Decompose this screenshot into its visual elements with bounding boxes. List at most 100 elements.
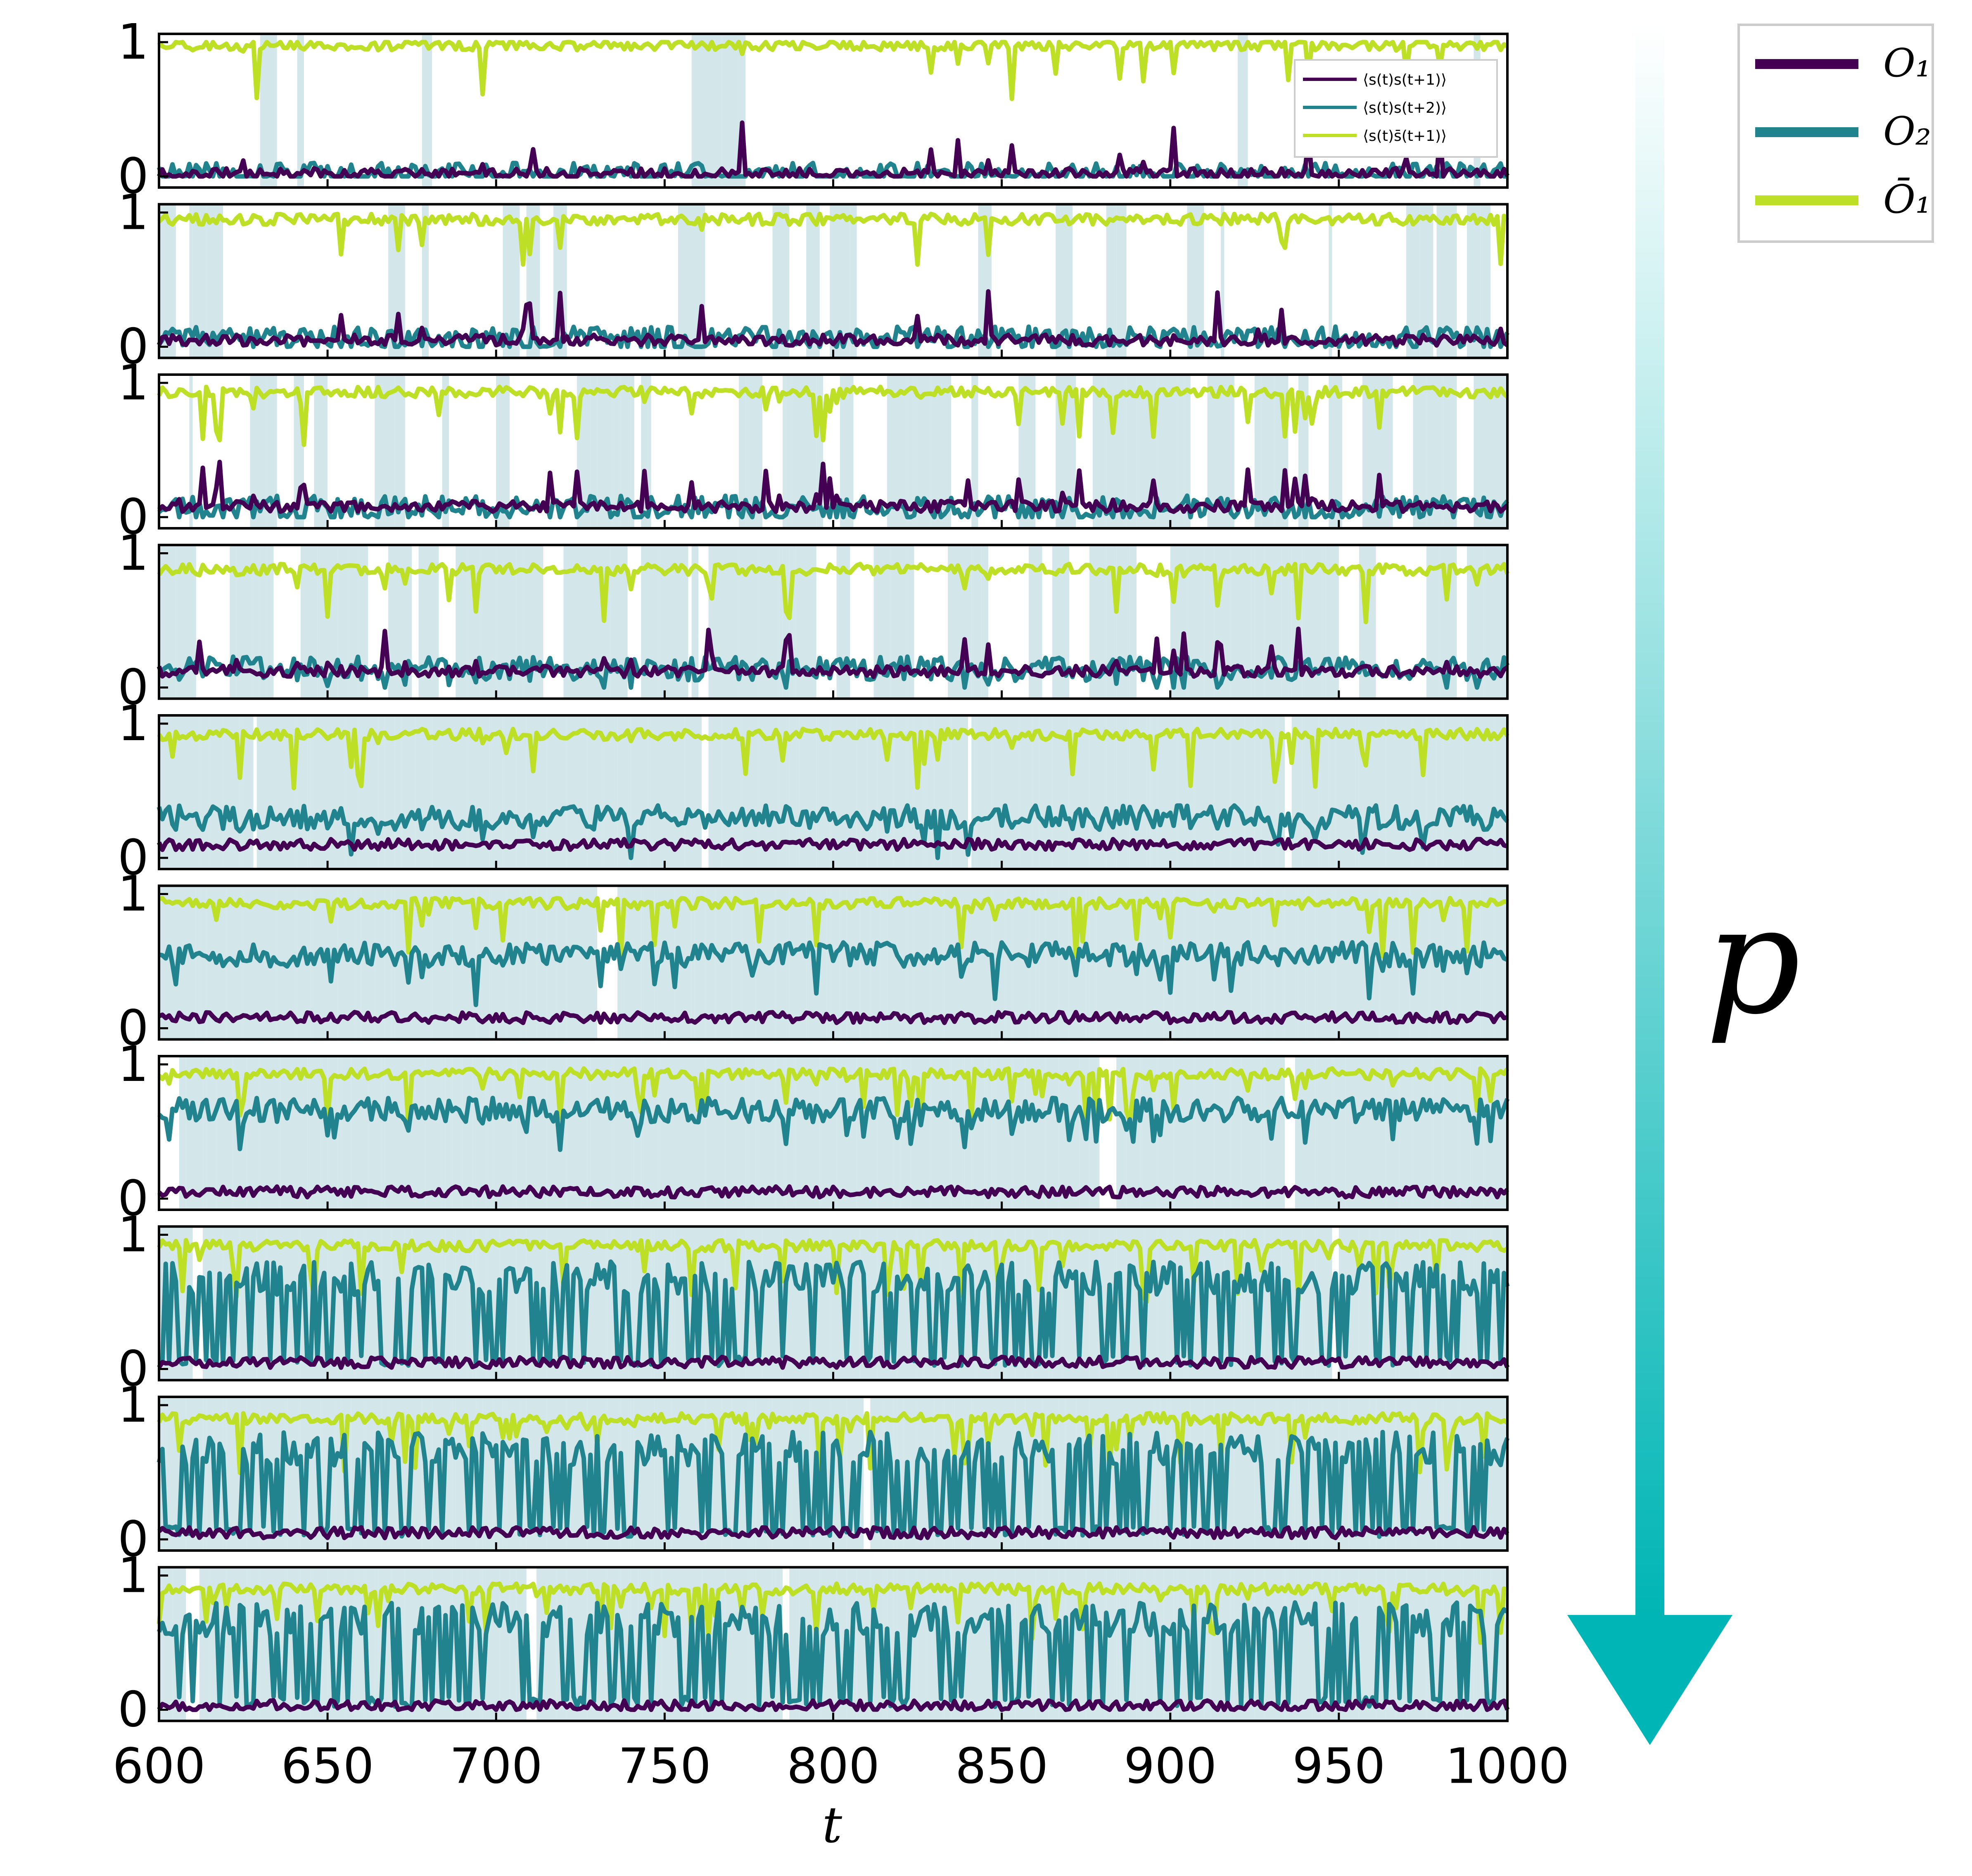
- shade-band: [1204, 545, 1208, 699]
- series-o1-line: [157, 1184, 1509, 1200]
- x-tick-label: 600: [112, 1738, 205, 1795]
- shade-band: [1096, 886, 1103, 1040]
- shade-band: [452, 1056, 463, 1210]
- shade-band: [368, 1056, 382, 1210]
- y-tick-label: 0: [118, 1000, 149, 1057]
- shade-band: [351, 1056, 368, 1210]
- shade-band: [1352, 1056, 1373, 1210]
- shade-band: [159, 1397, 163, 1551]
- shade-band: [1231, 1056, 1241, 1210]
- shade-band: [503, 1397, 506, 1551]
- shade-band: [307, 1056, 321, 1210]
- shade-band: [260, 1056, 280, 1210]
- panel-6: 01: [118, 865, 1509, 1057]
- shade-band: [1032, 715, 1039, 869]
- shade-band: [1433, 1056, 1443, 1210]
- p-arrow: p: [1567, 25, 1801, 1745]
- shade-band: [1504, 886, 1507, 1040]
- shade-band: [432, 886, 439, 1040]
- shade-band: [375, 1567, 378, 1721]
- y-tick-label: 0: [118, 1681, 149, 1738]
- shade-band: [452, 886, 459, 1040]
- shade-band: [513, 1056, 517, 1210]
- series-o1-line: [157, 837, 1508, 852]
- shade-band: [593, 1226, 607, 1380]
- shade-band: [260, 34, 277, 188]
- series-o1-line: [157, 1525, 1509, 1541]
- series-o1-line: [157, 1698, 1510, 1712]
- shade-band: [1059, 1397, 1066, 1551]
- series-o1bar-line: [158, 895, 1508, 959]
- x-tick-label: 800: [787, 1738, 880, 1795]
- shade-band: [429, 715, 432, 869]
- shade-band: [850, 204, 857, 358]
- shade-band: [749, 1567, 752, 1721]
- shade-band: [1143, 1567, 1153, 1721]
- shade-band: [678, 715, 685, 869]
- shade-band: [1194, 1056, 1214, 1210]
- shade-band: [1089, 886, 1096, 1040]
- series-o1-line: [157, 627, 1509, 679]
- inner-legend-label: ⟨s(t)s(t+2)⟩: [1363, 100, 1447, 116]
- shade-band: [1207, 545, 1214, 699]
- shade-band: [482, 1397, 493, 1551]
- series-o1-line: [157, 460, 1509, 514]
- shade-band: [1086, 886, 1089, 1040]
- shade-band: [1467, 1226, 1474, 1380]
- shade-band: [341, 1056, 351, 1210]
- y-tick-label: 0: [118, 147, 149, 204]
- shade-band: [1146, 715, 1150, 869]
- shade-band: [614, 1056, 634, 1210]
- shade-band: [425, 1056, 442, 1210]
- shade-band: [381, 1056, 385, 1210]
- series-o2-line: [157, 1095, 1510, 1152]
- shade-band: [928, 715, 935, 869]
- shade-band: [384, 886, 392, 1040]
- shade-band: [1497, 545, 1501, 699]
- y-tick-label: 1: [118, 13, 149, 70]
- y-tick-label: 1: [118, 1547, 149, 1604]
- shade-band: [408, 545, 412, 699]
- y-tick-label: 1: [118, 184, 149, 241]
- shade-band: [843, 1397, 847, 1551]
- shade-band: [978, 886, 992, 1040]
- shade-band: [203, 1397, 206, 1551]
- shade-band: [516, 1226, 527, 1380]
- shade-band: [442, 1056, 446, 1210]
- shade-band: [1346, 1056, 1353, 1210]
- shade-band: [159, 1567, 163, 1721]
- y-tick-label: 1: [118, 865, 149, 922]
- shade-band: [1396, 1226, 1400, 1380]
- shade-band: [469, 1226, 473, 1380]
- series-o2-line: [157, 803, 1509, 860]
- shade-band: [209, 715, 223, 869]
- shade-band: [1130, 1567, 1137, 1721]
- y-tick-label: 1: [118, 695, 149, 752]
- shade-band: [206, 1056, 216, 1210]
- shade-band: [658, 1056, 679, 1210]
- outer-legend: O₁ O₂ Ō₁: [1737, 24, 1934, 243]
- panel-7: 01: [118, 1035, 1510, 1227]
- shade-band: [985, 1056, 992, 1210]
- x-axis-label: t: [822, 1797, 842, 1854]
- shade-band: [499, 1567, 510, 1721]
- series-o1-line: [158, 1010, 1508, 1025]
- shade-band: [971, 715, 975, 869]
- shade-band: [216, 1056, 233, 1210]
- shade-band: [1494, 715, 1497, 869]
- shade-band: [907, 715, 914, 869]
- shade-band: [705, 886, 709, 1040]
- series-o1bar-line: [157, 40, 1509, 101]
- series-o1bar-line: [157, 1411, 1509, 1475]
- shade-band: [199, 886, 206, 1040]
- y-tick-label: 0: [118, 1170, 149, 1227]
- shade-band: [307, 715, 311, 869]
- shade-band: [294, 1056, 308, 1210]
- shade-band: [1329, 204, 1332, 358]
- x-tick-label: 950: [1292, 1738, 1385, 1795]
- shade-band: [203, 1056, 206, 1210]
- series-o2-line: [158, 940, 1509, 1007]
- shade-band: [1504, 545, 1507, 699]
- shade-band: [1497, 1056, 1507, 1210]
- shade-band: [1028, 886, 1036, 1040]
